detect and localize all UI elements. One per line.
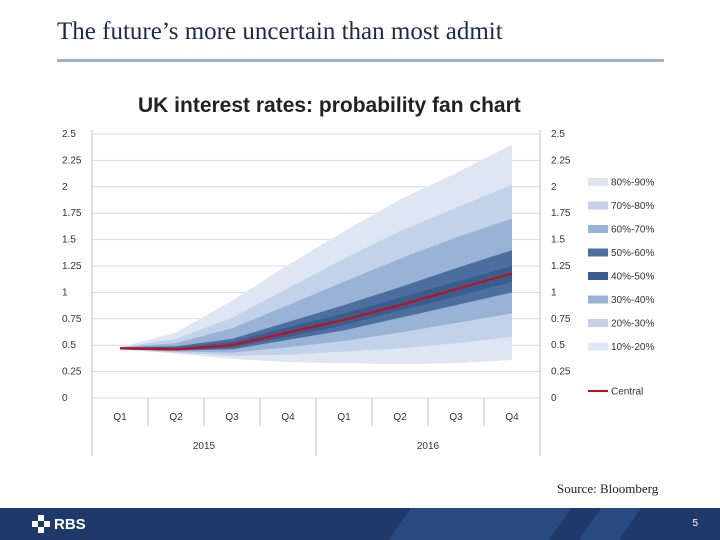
y-tick-label-left: 0.5 (62, 340, 76, 351)
y-tick-label-right: 0 (551, 393, 557, 404)
legend-swatch (588, 295, 608, 304)
y-tick-label-left: 2 (62, 182, 68, 193)
y-tick-label-right: 2.25 (551, 155, 571, 166)
y-tick-label-left: 1 (62, 287, 68, 298)
y-tick-label-right: 2.5 (551, 129, 565, 140)
slide-title: The future’s more uncertain than most ad… (57, 18, 503, 45)
title-rule (57, 59, 664, 62)
fan-chart: UK interest rates: probability fan chart… (62, 94, 654, 456)
fan-band-30-40 (120, 218, 512, 353)
y-tick-label-right: 0.75 (551, 314, 571, 325)
chart-title: UK interest rates: probability fan chart (138, 94, 521, 117)
rbs-daisy-icon (32, 515, 50, 533)
legend-swatch (588, 342, 608, 351)
y-tick-label-left: 0.75 (62, 314, 82, 325)
x-tick-label: Q2 (393, 412, 407, 423)
x-tick-label: Q2 (169, 412, 183, 423)
y-tick-label-right: 2 (551, 182, 557, 193)
x-tick-label: Q3 (225, 412, 239, 423)
x-tick-label: Q4 (505, 412, 519, 423)
legend-swatch (588, 319, 608, 327)
legend-label: Central (611, 387, 643, 398)
y-tick-label-left: 0 (62, 393, 68, 404)
y-tick-label-left: 2.5 (62, 129, 76, 140)
legend-label: 80%-90% (611, 178, 654, 189)
y-tick-label-right: 1.25 (551, 261, 571, 272)
logo-text: RBS (54, 515, 86, 533)
y-tick-label-left: 2.25 (62, 155, 82, 166)
y-tick-label-left: 1.75 (62, 208, 82, 219)
y-tick-label-left: 1.25 (62, 261, 82, 272)
legend-swatch (588, 201, 608, 210)
x-tick-label: Q3 (449, 412, 463, 423)
central-line (119, 272, 513, 351)
legend-label: 50%-60% (611, 248, 654, 259)
x-tick-label: Q4 (281, 412, 295, 423)
legend-label: 70%-80% (611, 201, 654, 212)
legend-swatch (588, 248, 608, 257)
y-tick-label-right: 0.25 (551, 367, 571, 378)
legend-label: 30%-40% (611, 295, 654, 306)
legend-label: 60%-70% (611, 225, 654, 236)
y-tick-label-left: 0.25 (62, 367, 82, 378)
source-note: Source: Bloomberg (557, 481, 659, 496)
y-tick-label-right: 1 (551, 287, 557, 298)
rbs-logo: RBS (32, 515, 86, 533)
legend-label: 40%-50% (611, 272, 654, 283)
legend-swatch (588, 272, 608, 280)
x-tick-label: Q1 (337, 412, 351, 423)
legend-label: 10%-20% (611, 342, 654, 353)
x-tick-label: Q1 (113, 412, 127, 423)
year-label: 2015 (193, 441, 216, 452)
legend-swatch (588, 178, 608, 186)
legend-swatch (588, 225, 608, 233)
y-tick-label-right: 1.5 (551, 235, 565, 246)
footer-bar: RBS 5 (0, 508, 720, 540)
legend-label: 20%-30% (611, 319, 654, 330)
page-number: 5 (692, 518, 698, 529)
y-tick-label-right: 1.75 (551, 208, 571, 219)
year-label: 2016 (417, 441, 440, 452)
y-tick-label-left: 1.5 (62, 235, 76, 246)
y-tick-label-right: 0.5 (551, 340, 565, 351)
